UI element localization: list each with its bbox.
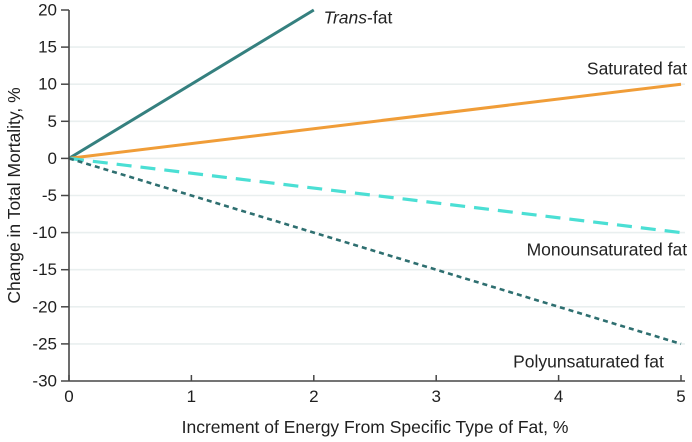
series-line-polyunsaturated-fat — [68, 157, 682, 346]
x-tick-label: 4 — [554, 387, 563, 406]
y-tick-label: -20 — [32, 297, 57, 316]
x-tick-label: 3 — [431, 387, 440, 406]
y-tick-label: -5 — [42, 186, 57, 205]
series-label-saturated-fat: Saturated fat — [587, 59, 687, 79]
x-axis-title: Increment of Energy From Specific Type o… — [182, 417, 569, 437]
y-tick-label: -10 — [32, 223, 57, 242]
y-tick-label: 0 — [48, 149, 57, 168]
y-tick-label: -30 — [32, 372, 57, 391]
y-tick-label: 5 — [48, 112, 57, 131]
series-line-monounsaturated-fat — [68, 156, 682, 235]
series-label-monounsaturated-fat: Monounsaturated fat — [527, 240, 688, 260]
series-label-trans-fat: Trans-fat — [324, 7, 393, 27]
x-tick-label: 0 — [64, 387, 73, 406]
y-tick-label: 20 — [38, 1, 57, 20]
x-tick-label: 5 — [676, 387, 685, 406]
y-axis-title: Change in Total Mortality, % — [4, 87, 24, 303]
x-tick-label: 1 — [187, 387, 196, 406]
series-line-saturated-fat — [68, 82, 682, 160]
y-tick-label: -15 — [32, 260, 57, 279]
y-tick-label: -25 — [32, 334, 57, 353]
series-line-trans-fat — [68, 8, 315, 160]
y-tick-label: 15 — [38, 38, 57, 57]
x-tick-label: 2 — [309, 387, 318, 406]
y-tick-label: 10 — [38, 75, 57, 94]
series-label-polyunsaturated-fat: Polyunsaturated fat — [513, 352, 664, 372]
